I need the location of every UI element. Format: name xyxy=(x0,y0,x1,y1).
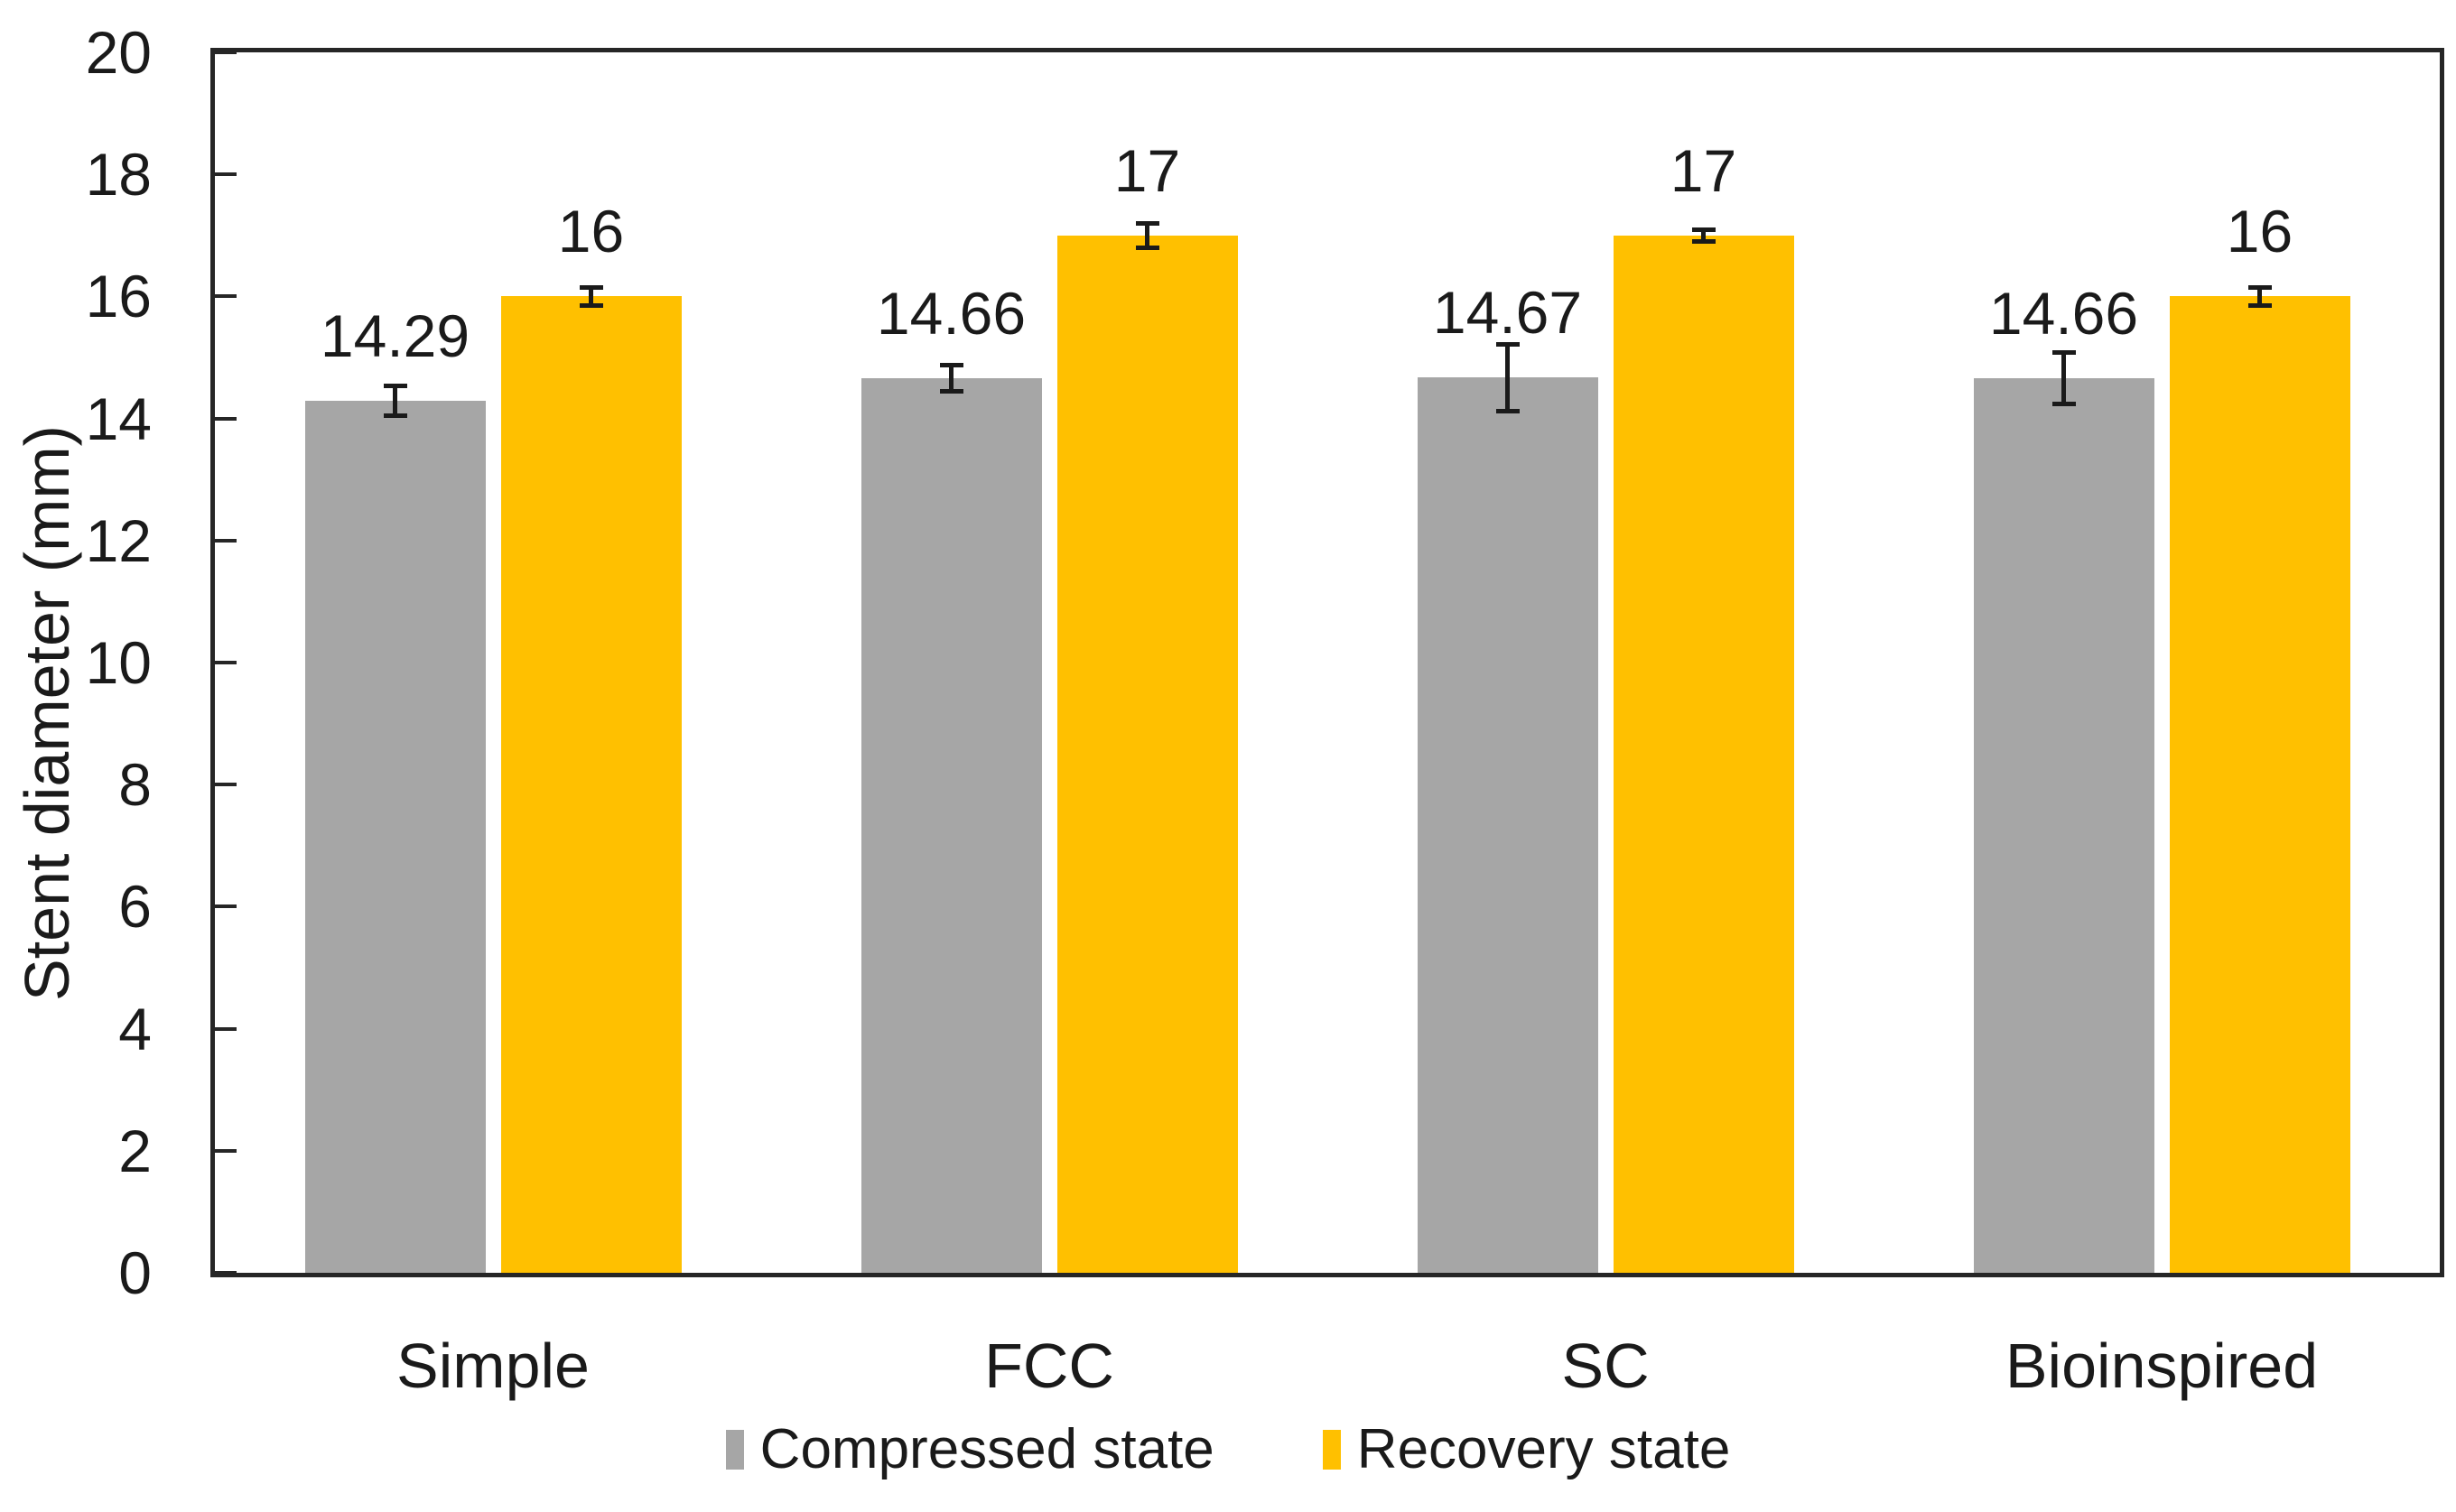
error-bar-line xyxy=(949,365,954,392)
error-bar-cap-top xyxy=(383,383,407,388)
bar-compressed-state-simple xyxy=(304,400,486,1273)
bar-recovery-state-simple xyxy=(500,296,682,1273)
legend-swatch-compressed-state xyxy=(725,1430,744,1470)
legend-swatch-recovery-state xyxy=(1322,1430,1341,1470)
y-tick-mark xyxy=(215,1271,237,1275)
y-tick-mark xyxy=(215,172,237,177)
y-tick-label: 2 xyxy=(118,1117,152,1184)
bar-compressed-state-fcc xyxy=(861,377,1042,1273)
y-tick-label: 4 xyxy=(118,995,152,1062)
bar-recovery-state-bioinspired xyxy=(2169,296,2350,1273)
bar-value-label: 16 xyxy=(2226,198,2293,265)
bar-value-label: 16 xyxy=(557,198,625,265)
y-tick-mark xyxy=(215,1148,237,1153)
y-tick-mark xyxy=(215,904,237,909)
y-tick-label: 8 xyxy=(118,751,152,819)
error-bar-cap-bottom xyxy=(2247,303,2272,309)
error-bar-cap-bottom xyxy=(383,413,407,419)
error-bar-cap-bottom xyxy=(1135,245,1159,250)
error-bar-line xyxy=(1145,223,1149,248)
error-bar-cap-bottom xyxy=(2051,401,2076,406)
error-bar-cap-bottom xyxy=(579,303,603,309)
y-tick-mark xyxy=(215,538,237,543)
y-tick-mark xyxy=(215,661,237,664)
bar-recovery-state-fcc xyxy=(1056,235,1238,1273)
x-category-label-fcc: FCC xyxy=(984,1331,1114,1401)
legend-label-compressed-state: Compressed state xyxy=(759,1418,1214,1480)
y-tick-mark xyxy=(215,416,237,421)
legend-item-recovery-state: Recovery state xyxy=(1322,1414,1731,1486)
error-bar-cap-bottom xyxy=(1495,408,1520,413)
error-bar-cap-bottom xyxy=(939,389,963,394)
error-bar-cap-top xyxy=(1135,220,1159,226)
bar-recovery-state-sc xyxy=(1613,235,1794,1273)
error-bar-line xyxy=(589,287,593,306)
bar-compressed-state-bioinspired xyxy=(1973,377,2154,1273)
bar-value-label: 14.66 xyxy=(876,279,1027,347)
error-bar-line xyxy=(1505,344,1510,412)
y-tick-label: 10 xyxy=(85,629,152,696)
error-bar-cap-top xyxy=(2051,350,2076,356)
error-bar-line xyxy=(2061,352,2066,404)
legend: Compressed state Recovery state xyxy=(0,1414,2456,1486)
legend-item-compressed-state: Compressed state xyxy=(725,1414,1214,1486)
error-bar-line xyxy=(1701,229,1706,242)
legend-label-recovery-state: Recovery state xyxy=(1356,1418,1731,1480)
error-bar-cap-top xyxy=(2247,284,2272,290)
y-tick-label: 6 xyxy=(118,873,152,941)
x-category-label-sc: SC xyxy=(1561,1331,1650,1401)
y-tick-label: 12 xyxy=(85,506,152,574)
y-tick-label: 0 xyxy=(118,1239,152,1306)
x-category-label-simple: Simple xyxy=(396,1331,590,1401)
y-tick-label: 18 xyxy=(85,141,152,209)
bar-value-label: 14.67 xyxy=(1432,279,1583,347)
bar-value-label: 17 xyxy=(1670,136,1737,204)
error-bar-line xyxy=(393,385,397,416)
error-bar-line xyxy=(2257,287,2262,306)
y-tick-label: 14 xyxy=(85,385,152,452)
y-tick-label: 16 xyxy=(85,263,152,330)
y-tick-mark xyxy=(215,1026,237,1031)
x-category-label-bioinspired: Bioinspired xyxy=(2005,1331,2319,1401)
y-tick-mark xyxy=(215,783,237,787)
error-bar-cap-top xyxy=(1495,341,1520,347)
error-bar-cap-bottom xyxy=(1691,239,1716,245)
y-tick-label: 20 xyxy=(85,19,152,86)
bar-value-label: 14.66 xyxy=(1988,279,2139,347)
bar-value-label: 14.29 xyxy=(320,301,470,369)
error-bar-cap-top xyxy=(1691,227,1716,232)
y-tick-mark xyxy=(215,51,237,54)
bar-value-label: 17 xyxy=(1113,136,1181,204)
error-bar-cap-top xyxy=(579,284,603,290)
bar-compressed-state-sc xyxy=(1417,377,1598,1273)
error-bar-cap-top xyxy=(939,362,963,367)
y-tick-mark xyxy=(215,294,237,299)
